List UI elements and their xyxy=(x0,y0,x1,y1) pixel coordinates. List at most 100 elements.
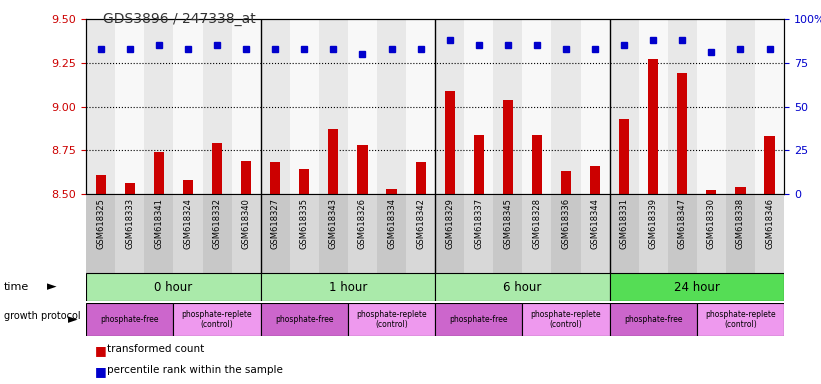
Text: GSM618339: GSM618339 xyxy=(649,198,658,249)
Text: GSM618329: GSM618329 xyxy=(445,198,454,249)
Bar xyxy=(609,194,639,273)
Text: GSM618334: GSM618334 xyxy=(387,198,396,249)
Bar xyxy=(464,194,493,273)
Text: GSM618327: GSM618327 xyxy=(271,198,280,249)
Bar xyxy=(590,166,600,194)
Bar xyxy=(580,194,609,273)
Text: GSM618342: GSM618342 xyxy=(416,198,425,249)
Bar xyxy=(580,19,609,194)
Bar xyxy=(667,194,697,273)
Text: phosphate-free: phosphate-free xyxy=(100,315,159,324)
Bar xyxy=(755,194,784,273)
Bar xyxy=(328,129,338,194)
Bar xyxy=(706,190,717,194)
Bar xyxy=(609,303,697,336)
Bar xyxy=(435,194,464,273)
Bar xyxy=(435,273,609,301)
Bar xyxy=(261,303,348,336)
Bar xyxy=(144,194,173,273)
Bar xyxy=(552,194,580,273)
Bar xyxy=(173,303,261,336)
Text: GSM618340: GSM618340 xyxy=(241,198,250,249)
Bar xyxy=(241,161,251,194)
Text: GSM618338: GSM618338 xyxy=(736,198,745,249)
Bar xyxy=(493,194,522,273)
Bar xyxy=(173,194,203,273)
Bar xyxy=(445,91,455,194)
Text: GSM618326: GSM618326 xyxy=(358,198,367,249)
Bar xyxy=(561,171,571,194)
Bar xyxy=(290,194,319,273)
Bar xyxy=(619,119,629,194)
Text: GSM618335: GSM618335 xyxy=(300,198,309,249)
Bar xyxy=(697,194,726,273)
Bar xyxy=(552,19,580,194)
Text: phosphate-replete
(control): phosphate-replete (control) xyxy=(530,310,601,329)
Bar xyxy=(261,19,290,194)
Bar xyxy=(648,60,658,194)
Text: 24 hour: 24 hour xyxy=(674,281,720,293)
Bar xyxy=(377,194,406,273)
Bar xyxy=(357,145,368,194)
Text: 1 hour: 1 hour xyxy=(328,281,367,293)
Bar xyxy=(522,303,609,336)
Bar xyxy=(667,19,697,194)
Text: phosphate-replete
(control): phosphate-replete (control) xyxy=(356,310,427,329)
Bar xyxy=(609,273,784,301)
Bar xyxy=(203,194,232,273)
Bar xyxy=(736,187,745,194)
Text: phosphate-free: phosphate-free xyxy=(449,315,508,324)
Text: GSM618343: GSM618343 xyxy=(329,198,338,249)
Bar xyxy=(609,19,639,194)
Bar xyxy=(348,194,377,273)
Text: ►: ► xyxy=(47,281,57,293)
Text: GSM618346: GSM618346 xyxy=(765,198,774,249)
Bar xyxy=(183,180,193,194)
Bar xyxy=(261,273,435,301)
Text: GSM618341: GSM618341 xyxy=(154,198,163,249)
Text: phosphate-replete
(control): phosphate-replete (control) xyxy=(705,310,776,329)
Bar xyxy=(502,99,513,194)
Bar xyxy=(464,19,493,194)
Text: ■: ■ xyxy=(94,344,106,357)
Bar xyxy=(270,162,280,194)
Bar xyxy=(261,194,290,273)
Text: GSM618328: GSM618328 xyxy=(532,198,541,249)
Text: GSM618347: GSM618347 xyxy=(678,198,687,249)
Text: 6 hour: 6 hour xyxy=(503,281,542,293)
Text: GSM618324: GSM618324 xyxy=(183,198,192,249)
Text: ►: ► xyxy=(68,313,78,326)
Bar xyxy=(639,19,667,194)
Text: GSM618333: GSM618333 xyxy=(126,198,135,249)
Text: GDS3896 / 247338_at: GDS3896 / 247338_at xyxy=(103,12,255,25)
Bar xyxy=(232,194,261,273)
Text: GSM618331: GSM618331 xyxy=(620,198,629,249)
Text: GSM618325: GSM618325 xyxy=(96,198,105,249)
Bar xyxy=(173,19,203,194)
Text: phosphate-free: phosphate-free xyxy=(624,315,682,324)
Text: ■: ■ xyxy=(94,365,106,378)
Bar xyxy=(406,194,435,273)
Bar xyxy=(726,194,755,273)
Bar xyxy=(348,19,377,194)
Bar xyxy=(677,73,687,194)
Bar xyxy=(86,19,115,194)
Bar xyxy=(154,152,164,194)
Text: transformed count: transformed count xyxy=(107,344,204,354)
Text: time: time xyxy=(4,282,30,292)
Bar xyxy=(144,19,173,194)
Text: percentile rank within the sample: percentile rank within the sample xyxy=(107,365,282,375)
Bar xyxy=(387,189,397,194)
Bar xyxy=(299,169,310,194)
Bar xyxy=(86,194,784,273)
Bar xyxy=(212,143,222,194)
Text: GSM618337: GSM618337 xyxy=(475,198,484,249)
Bar xyxy=(203,19,232,194)
Bar xyxy=(115,19,144,194)
Bar xyxy=(474,134,484,194)
Text: 0 hour: 0 hour xyxy=(154,281,193,293)
Bar xyxy=(86,273,261,301)
Bar xyxy=(377,19,406,194)
Bar xyxy=(319,194,348,273)
Bar xyxy=(406,19,435,194)
